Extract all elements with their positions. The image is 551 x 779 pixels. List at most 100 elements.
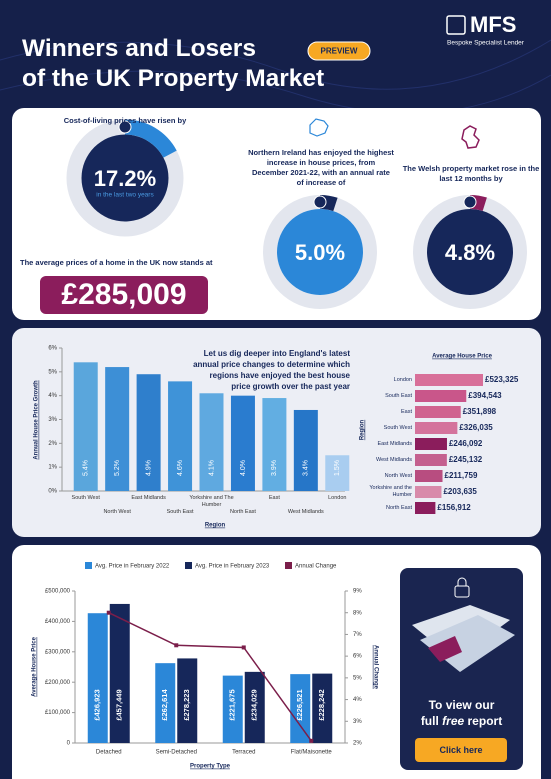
bar	[136, 374, 161, 491]
y-axis-title: Annual House Price Growth	[34, 380, 40, 460]
badge	[307, 41, 371, 61]
annotation: Let us dig deeper into England's latest …	[193, 349, 350, 391]
value-label: £426,923	[93, 689, 102, 720]
bar	[168, 381, 193, 491]
y2-tick-label: 6%	[353, 654, 362, 660]
bar	[415, 454, 447, 466]
bar	[325, 455, 350, 491]
value-label: £228,242	[317, 689, 326, 720]
y-tick-label: 2%	[48, 441, 57, 447]
value-label: 1.5%	[334, 460, 341, 476]
bar	[290, 674, 311, 743]
tagline: Bespoke Specialist Lender	[447, 40, 525, 47]
legend-label: Avg. Price in February 2023	[195, 564, 270, 570]
stat-text: Cost-of-living prices have risen by	[63, 116, 187, 125]
bar	[415, 438, 447, 450]
value-label: 3.9%	[271, 460, 278, 476]
y-tick-label: 1%	[48, 465, 57, 471]
legend-label: Avg. Price in February 2022	[95, 564, 170, 570]
donut-center	[81, 134, 169, 222]
x-tick-label: South West	[71, 495, 100, 501]
price-box	[40, 276, 208, 314]
value-label: 4.9%	[145, 460, 152, 476]
y-tick-label: 6%	[48, 346, 57, 352]
bar	[109, 603, 130, 743]
wales-map	[461, 125, 480, 149]
value-label: £156,912	[437, 503, 471, 512]
report-image	[428, 636, 462, 662]
y-tick-label: North East	[386, 504, 412, 511]
value-label: £457,449	[115, 689, 124, 720]
legend-swatch	[185, 562, 192, 569]
legend-swatch	[285, 562, 292, 569]
bar	[415, 486, 442, 498]
decor	[0, 39, 551, 90]
value-label: £278,223	[182, 689, 191, 720]
donut-marker	[463, 195, 477, 209]
cta-button-text[interactable]: Click here	[439, 745, 482, 755]
x-tick-label: Semi-Detached	[156, 750, 197, 756]
legend-swatch	[85, 562, 92, 569]
y2-tick-label: 7%	[353, 632, 362, 638]
bar	[155, 663, 176, 743]
value-label: £211,759	[445, 471, 478, 480]
y2-axis-title: Annual Change	[372, 645, 378, 690]
bar	[293, 409, 318, 491]
avg-price: £285,009	[61, 278, 186, 311]
value-label: £234,029	[250, 689, 259, 720]
y2-tick-label: 8%	[353, 610, 362, 616]
bar	[105, 367, 130, 491]
y-tick-label: North West	[384, 472, 412, 479]
donut-value: 4.8%	[445, 240, 495, 265]
y2-tick-label: 5%	[353, 675, 362, 681]
line-marker	[241, 645, 246, 650]
value-label: £245,132	[449, 455, 483, 464]
lock-icon	[454, 585, 470, 598]
x-tick-label: Flat/Maisonette	[291, 750, 333, 756]
value-label: £326,035	[459, 423, 493, 432]
x-tick-label: South East	[166, 509, 194, 515]
value-label: 4.1%	[208, 460, 215, 476]
y2-tick-label: 9%	[353, 589, 362, 595]
value-label: 4.0%	[240, 460, 247, 476]
y-tick-label: £300,000	[45, 649, 71, 655]
line-marker	[106, 610, 111, 615]
decor	[0, 70, 551, 114]
cta-word: full	[421, 714, 439, 728]
bar	[230, 395, 255, 491]
title-line: of the UK Property Market	[22, 65, 325, 92]
x-axis-title: Property Type	[190, 764, 231, 770]
cta-button[interactable]	[415, 738, 507, 762]
y2-tick-label: 4%	[353, 697, 362, 703]
donut-marker	[118, 120, 132, 134]
x-tick-label: East	[268, 495, 280, 501]
bar	[222, 675, 243, 743]
stat-text: The Welsh property market rose in the la…	[402, 164, 540, 183]
cta-text: To view our	[429, 698, 495, 712]
x-tick-label: West Midlands	[287, 509, 324, 515]
y-tick-label: £400,000	[45, 619, 71, 625]
bar	[87, 613, 108, 743]
value-label: £203,635	[443, 487, 477, 496]
y-tick-label: South West	[383, 424, 412, 431]
badge-text: PREVIEW	[321, 47, 358, 56]
value-label: £351,898	[463, 407, 497, 416]
y-tick-label: West Midlands	[376, 456, 412, 463]
y2-tick-label: 3%	[353, 719, 362, 725]
bar	[312, 673, 333, 743]
line-marker	[174, 643, 179, 648]
value-label: 5.2%	[114, 460, 121, 476]
cta-word: report	[468, 714, 503, 728]
y-tick-label: London	[393, 376, 412, 383]
x-axis-title: Region	[205, 523, 226, 529]
legend-label: Annual Change	[295, 564, 337, 570]
y-tick-label: South East	[385, 392, 412, 399]
y-tick-label: 0	[67, 741, 71, 747]
x-tick-label: North West	[103, 509, 131, 515]
cta-word: free	[442, 714, 464, 728]
bar	[415, 422, 458, 434]
value-label: 5.4%	[83, 460, 90, 476]
bar	[177, 658, 198, 743]
x-tick-label: Terraced	[232, 750, 255, 756]
